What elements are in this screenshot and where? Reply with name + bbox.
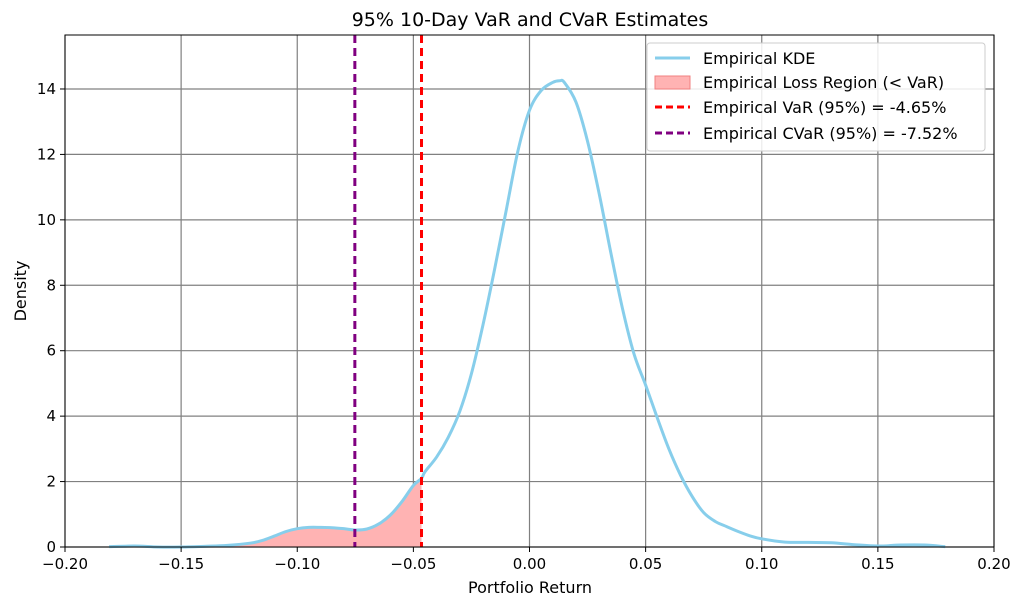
x-tick-label: 0.15 [861, 555, 894, 573]
y-tick-label: 4 [46, 407, 56, 425]
x-tick-label: 0.10 [745, 555, 778, 573]
x-tick-label: −0.05 [390, 555, 436, 573]
legend-box [646, 42, 986, 152]
y-tick-label: 10 [37, 211, 56, 229]
y-tick-label: 0 [46, 538, 56, 556]
x-tick-label: 0.20 [977, 555, 1010, 573]
x-tick-label: −0.15 [158, 555, 204, 573]
x-tick-label: 0.05 [629, 555, 662, 573]
x-axis-label: Portfolio Return [468, 578, 592, 597]
loss-region-area [109, 478, 422, 548]
legend-cvar-label: Empirical CVaR (95%) = -7.52% [703, 124, 958, 143]
legend-loss-region-swatch [654, 75, 691, 90]
x-tick-label: −0.10 [274, 555, 320, 573]
chart-title: 95% 10-Day VaR and CVaR Estimates [352, 9, 709, 31]
y-tick-label: 14 [37, 80, 56, 98]
y-axis-ticks: 0 2 4 6 8 10 12 14 [37, 80, 65, 556]
y-axis-label: Density [11, 261, 30, 322]
x-axis-ticks: −0.20 −0.15 −0.10 −0.05 0.00 0.05 0.10 0.15 0.20 [42, 547, 1011, 573]
legend-kde-label: Empirical KDE [703, 49, 815, 68]
legend: Empirical KDE Empirical Loss Region (< V… [646, 42, 986, 152]
x-tick-label: 0.00 [513, 555, 546, 573]
y-tick-label: 6 [46, 342, 56, 360]
legend-loss-region-label: Empirical Loss Region (< VaR) [703, 73, 944, 92]
legend-var-label: Empirical VaR (95%) = -4.65% [703, 98, 946, 117]
grid [64, 35, 995, 548]
x-tick-label: −0.20 [42, 555, 88, 573]
y-tick-label: 2 [46, 473, 56, 491]
y-tick-label: 12 [37, 145, 56, 163]
y-tick-label: 8 [46, 276, 56, 294]
kde-line [109, 78, 946, 549]
